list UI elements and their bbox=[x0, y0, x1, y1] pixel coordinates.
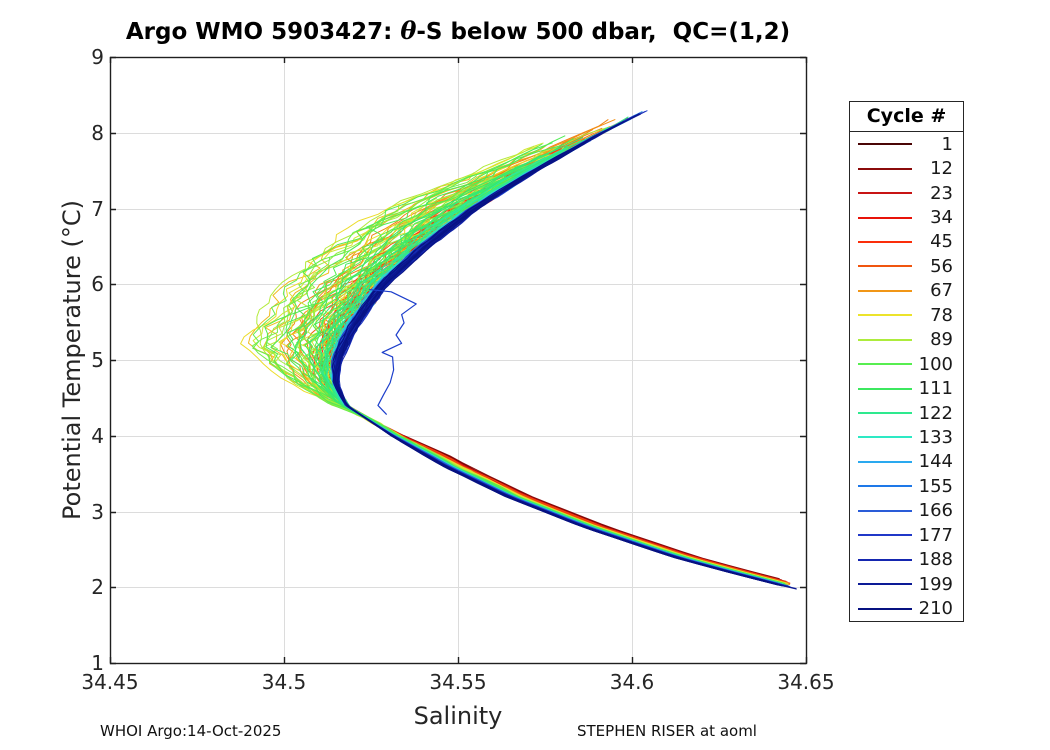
legend-entry-label: 122 bbox=[918, 402, 953, 424]
legend-entry: 56 bbox=[850, 254, 963, 278]
chart-title: Argo WMO 5903427: θ-S below 500 dbar, QC… bbox=[110, 16, 806, 45]
legend-entry-label: 188 bbox=[918, 549, 953, 571]
x-axis-label: Salinity bbox=[413, 702, 503, 730]
legend-line-swatch bbox=[858, 143, 912, 146]
legend-entry-label: 199 bbox=[918, 573, 953, 595]
legend-line-swatch bbox=[858, 289, 912, 292]
legend-entry: 78 bbox=[850, 303, 963, 327]
legend-entry-label: 78 bbox=[930, 304, 953, 326]
chart-title-suffix: -S below 500 dbar, QC=(1,2) bbox=[416, 19, 791, 45]
legend-entry-label: 23 bbox=[930, 182, 953, 204]
legend-line-swatch bbox=[858, 460, 912, 463]
legend-entry: 1 bbox=[850, 132, 963, 156]
legend-line-swatch bbox=[858, 607, 912, 610]
legend-line-swatch bbox=[858, 167, 912, 170]
legend-line-swatch bbox=[858, 363, 912, 366]
legend-entry-label: 133 bbox=[918, 426, 953, 448]
y-tick-label: 8 bbox=[91, 120, 104, 145]
x-tick-label: 34.6 bbox=[609, 670, 655, 694]
legend-entry: 12 bbox=[850, 156, 963, 180]
x-tick-label: 34.65 bbox=[777, 670, 835, 694]
y-tick-label: 5 bbox=[91, 348, 104, 372]
footer-pi: STEPHEN RISER at aoml bbox=[577, 722, 757, 740]
legend-title: Cycle # bbox=[850, 102, 963, 132]
legend-entry-label: 56 bbox=[930, 255, 953, 277]
legend-entry: 133 bbox=[850, 425, 963, 449]
legend-line-swatch bbox=[858, 534, 912, 537]
legend-line-swatch bbox=[858, 485, 912, 488]
legend-line-swatch bbox=[858, 314, 912, 317]
legend-entry-label: 12 bbox=[930, 158, 953, 180]
legend-entry-label: 177 bbox=[918, 524, 953, 546]
legend-entry: 100 bbox=[850, 352, 963, 376]
legend-entry-label: 1 bbox=[941, 133, 953, 155]
legend-entry-label: 111 bbox=[918, 378, 953, 400]
legend-entry-label: 144 bbox=[918, 451, 953, 473]
theta-symbol: θ bbox=[400, 16, 417, 45]
y-tick-label: 6 bbox=[91, 272, 104, 297]
legend-entry-label: 155 bbox=[918, 475, 953, 497]
legend-entry: 45 bbox=[850, 230, 963, 254]
legend-entry: 188 bbox=[850, 547, 963, 571]
legend-line-swatch bbox=[858, 338, 912, 341]
legend-line-swatch bbox=[858, 558, 912, 561]
y-tick-label: 2 bbox=[91, 575, 104, 600]
x-tick-label: 34.5 bbox=[261, 670, 307, 694]
legend-entry-label: 45 bbox=[930, 231, 953, 253]
y-tick-label: 3 bbox=[91, 499, 104, 524]
legend-entry-label: 34 bbox=[930, 207, 953, 229]
legend-entry-label: 210 bbox=[918, 598, 953, 620]
legend-entry: 155 bbox=[850, 474, 963, 498]
y-tick-label: 9 bbox=[91, 45, 104, 69]
legend-entry-label: 89 bbox=[930, 329, 953, 351]
legend-entry: 67 bbox=[850, 279, 963, 303]
y-tick-label: 4 bbox=[91, 423, 104, 448]
legend-entry-label: 67 bbox=[930, 280, 953, 302]
legend-line-swatch bbox=[858, 240, 912, 243]
legend-line-swatch bbox=[858, 436, 912, 439]
legend-entry: 166 bbox=[850, 499, 963, 523]
legend-line-swatch bbox=[858, 216, 912, 219]
legend-entries: 1 12 23 34 45 56 67 78 89 100 111 122 133 144 155 166 17… bbox=[850, 132, 963, 621]
chart-title-prefix: Argo WMO 5903427: bbox=[125, 19, 401, 45]
legend-entry: 89 bbox=[850, 328, 963, 352]
legend-entry: 199 bbox=[850, 572, 963, 596]
footer-provenance: WHOI Argo:14-Oct-2025 bbox=[100, 722, 282, 740]
legend-entry: 144 bbox=[850, 450, 963, 474]
legend-entry-label: 166 bbox=[918, 500, 953, 522]
legend-entry: 23 bbox=[850, 181, 963, 205]
legend-line-swatch bbox=[858, 583, 912, 586]
y-tick-label: 7 bbox=[91, 196, 104, 221]
legend: Cycle # 1 12 23 34 45 56 67 78 89 100 111 122 133 144… bbox=[849, 101, 964, 622]
legend-line-swatch bbox=[858, 387, 912, 390]
legend-entry: 34 bbox=[850, 205, 963, 229]
legend-entry: 122 bbox=[850, 401, 963, 425]
legend-line-swatch bbox=[858, 509, 912, 512]
legend-entry-label: 100 bbox=[918, 353, 953, 375]
legend-entry: 210 bbox=[850, 596, 963, 620]
x-tick-label: 34.55 bbox=[429, 670, 487, 694]
legend-line-swatch bbox=[858, 192, 912, 195]
legend-entry: 111 bbox=[850, 376, 963, 400]
x-tick-label: 34.45 bbox=[81, 670, 139, 694]
legend-line-swatch bbox=[858, 412, 912, 415]
legend-entry: 177 bbox=[850, 523, 963, 547]
y-tick-label: 1 bbox=[91, 651, 104, 675]
legend-line-swatch bbox=[858, 265, 912, 268]
